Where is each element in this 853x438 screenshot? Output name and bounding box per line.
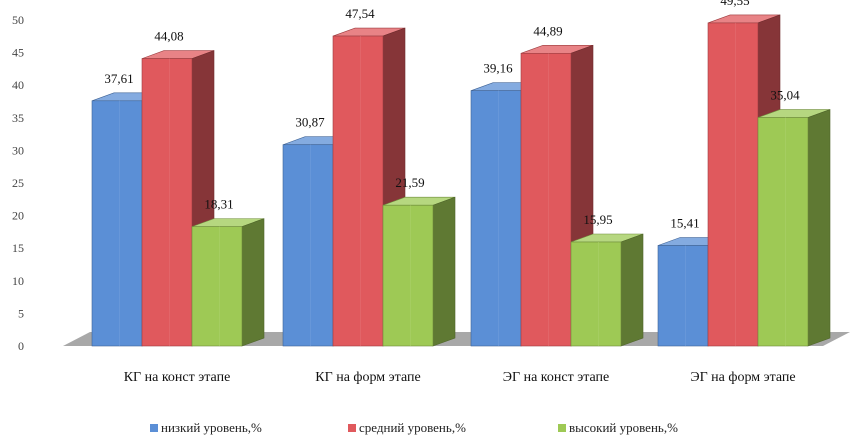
y-tick-label: 45 (12, 46, 24, 60)
bars (91, 14, 831, 347)
y-tick-label: 50 (12, 13, 24, 27)
data-label: 39,16 (483, 61, 513, 76)
x-tick-label: ЭГ на конст этапе (503, 370, 610, 385)
y-tick-label: 25 (12, 176, 24, 190)
bar (707, 14, 781, 347)
legend-swatch (150, 424, 158, 432)
data-label: 15,41 (670, 216, 699, 231)
bar (757, 109, 831, 347)
legend-label: средний уровень,% (359, 420, 466, 435)
data-label: 30,87 (295, 115, 325, 130)
bar (570, 233, 644, 347)
y-tick-label: 10 (12, 274, 24, 288)
x-tick-label: ЭГ на форм этапе (690, 370, 795, 385)
x-tick-label: КГ на форм этапе (315, 370, 420, 385)
y-axis: 0 5 10 15 20 25 30 35 40 45 50 (12, 13, 24, 353)
y-tick-label: 15 (12, 241, 24, 255)
y-tick-label: 5 (18, 306, 24, 320)
data-label: 21,59 (395, 175, 424, 190)
y-tick-label: 40 (12, 78, 24, 92)
data-label: 18,31 (204, 197, 233, 212)
category-axis: КГ на конст этапе КГ на форм этапе ЭГ на к… (124, 370, 796, 385)
legend-swatch (558, 424, 566, 432)
data-label: 44,08 (154, 29, 183, 44)
y-tick-label: 30 (12, 143, 24, 157)
data-labels: 37,61 44,08 18,31 30,87 47,54 21,59 39,16 44,89… (104, 0, 800, 231)
data-label: 37,61 (104, 71, 133, 86)
data-label: 15,95 (583, 212, 612, 227)
y-tick-label: 35 (12, 111, 24, 125)
legend-label: низкий уровень,% (161, 420, 262, 435)
legend-item: средний уровень,% (348, 420, 466, 435)
y-tick-label: 0 (18, 339, 24, 353)
legend-item: низкий уровень,% (150, 420, 262, 435)
data-label: 49,55 (720, 0, 749, 8)
y-tick-label: 20 (12, 209, 24, 223)
bar (191, 218, 265, 347)
bar (382, 196, 456, 347)
legend-item: высокий уровень,% (558, 420, 678, 435)
legend: низкий уровень,% средний уровень,% высокий… (150, 420, 678, 435)
legend-swatch (348, 424, 356, 432)
x-tick-label: КГ на конст этапе (124, 370, 231, 385)
data-label: 44,89 (533, 23, 562, 38)
data-label: 35,04 (770, 88, 800, 103)
data-label: 47,54 (345, 6, 375, 21)
bar (657, 237, 731, 347)
legend-label: высокий уровень,% (569, 420, 678, 435)
